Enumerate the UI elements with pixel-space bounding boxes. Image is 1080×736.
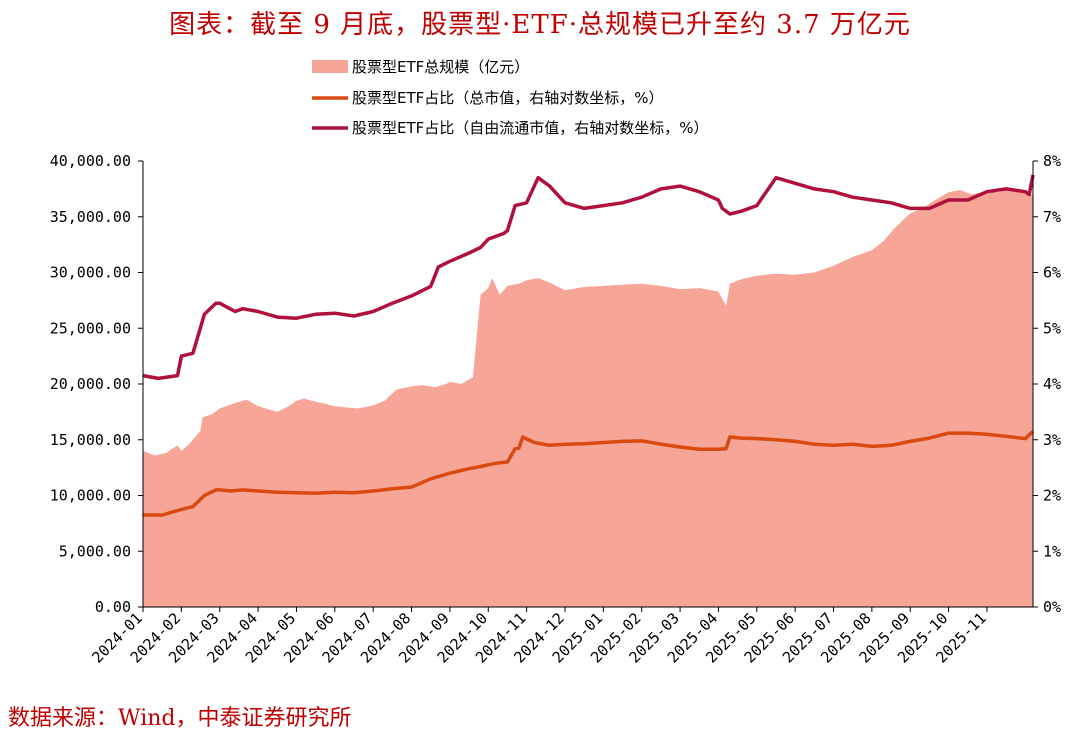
legend-label-free-float: 股票型ETF占比（自由流通市值，右轴对数坐标，%） <box>352 119 709 137</box>
y-left-tick-label: 0.00 <box>95 598 131 616</box>
y-left-tick-label: 30,000.00 <box>50 264 131 282</box>
y-right-tick-label: 1% <box>1043 542 1061 560</box>
y-left-tick-label: 25,000.00 <box>50 319 131 337</box>
y-right-tick-label: 8% <box>1043 152 1061 170</box>
series-share-free-float-line <box>142 174 1035 381</box>
legend-label-total: 股票型ETF占比（总市值，右轴对数坐标，%） <box>352 89 664 107</box>
legend: 股票型ETF总规模（亿元） 股票型ETF占比（总市值，右轴对数坐标，%） 股票型… <box>312 58 709 137</box>
y-right-tick-label: 0% <box>1043 598 1061 616</box>
y-left-tick-label: 35,000.00 <box>50 208 131 226</box>
chart-title: 图表：截至 9 月底，股票型·ETF·总规模已升至约 3.7 万亿元 <box>169 10 911 40</box>
legend-swatch-area <box>312 60 348 73</box>
y-right-tick-label: 5% <box>1043 319 1061 337</box>
series-share-total-mcap-line <box>143 430 1035 517</box>
y-left-tick-label: 5,000.00 <box>59 542 131 560</box>
source-note: 数据来源：Wind，中泰证券研究所 <box>8 706 352 731</box>
y-right-tick-label: 3% <box>1043 431 1061 449</box>
y-right-tick-label: 6% <box>1043 264 1061 282</box>
y-left-tick-label: 40,000.00 <box>50 152 131 170</box>
legend-label-area: 股票型ETF总规模（亿元） <box>352 58 529 76</box>
y-left-tick-label: 10,000.00 <box>50 487 131 505</box>
y-left-tick-label: 15,000.00 <box>50 431 131 449</box>
y-right-tick-label: 4% <box>1043 375 1061 393</box>
y-left-tick-label: 20,000.00 <box>50 375 131 393</box>
series-etf-total-scale-area <box>143 188 1033 607</box>
y-right-tick-label: 7% <box>1043 208 1061 226</box>
y-right-tick-label: 2% <box>1043 487 1061 505</box>
